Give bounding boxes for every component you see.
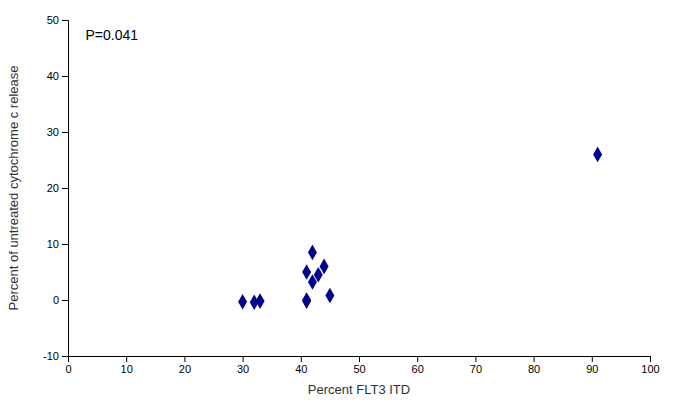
y-axis-tick-label: -10 <box>43 350 59 362</box>
y-axis-tick: -10 <box>43 350 68 362</box>
y-axis-tick: 0 <box>53 294 68 306</box>
point <box>325 288 334 304</box>
x-axis-tick-mark <box>534 356 535 362</box>
x-axis-tick: 0 <box>65 356 71 375</box>
y-axis-tick-label: 20 <box>47 182 59 194</box>
point <box>320 259 329 275</box>
x-axis-tick-label: 10 <box>121 363 133 375</box>
y-axis-tick-label: 10 <box>47 238 59 250</box>
y-axis-tick: 10 <box>47 238 68 250</box>
x-axis-tick: 90 <box>586 356 598 375</box>
x-axis-tick: 10 <box>121 356 133 375</box>
chart: 0 10 20 30 40 50 60 70 80 90 100 -10 0 10 20 30 40 50 Perc… <box>0 0 675 404</box>
point <box>256 293 265 309</box>
plot: 0 10 20 30 40 50 60 70 80 90 100 -10 0 10 20 30 40 50 <box>43 14 660 375</box>
x-axis-tick: 60 <box>412 356 424 375</box>
x-axis-tick-label: 70 <box>470 363 482 375</box>
x-axis-tick-mark <box>592 356 593 362</box>
y-axis-tick: 20 <box>47 182 68 194</box>
x-axis-line <box>69 357 651 363</box>
y-axis-tick: 30 <box>47 126 68 138</box>
y-axis-tick-label: 30 <box>47 126 59 138</box>
x-axis-tick-label: 50 <box>353 363 365 375</box>
x-axis-tick-mark <box>184 356 185 362</box>
y-axis-tick-label: 0 <box>53 294 59 306</box>
x-axis-tick-mark <box>301 356 302 362</box>
y-axis-tick-mark <box>62 20 68 21</box>
x-axis-tick-mark <box>243 356 244 362</box>
x-axis-tick-mark <box>475 356 476 362</box>
point <box>308 245 317 261</box>
x-axis-tick: 30 <box>237 356 249 375</box>
x-axis-tick-mark <box>650 356 651 362</box>
y-axis-tick-mark <box>62 244 68 245</box>
point <box>302 264 311 280</box>
x-axis-title: Percent FLT3 ITD <box>308 382 410 397</box>
y-axis-tick-label: 40 <box>47 70 59 82</box>
y-axis-tick: 40 <box>47 70 68 82</box>
annotation: P=0.041 <box>85 27 138 43</box>
x-axis-tick-label: 100 <box>641 363 659 375</box>
y-axis-tick: 50 <box>47 14 68 26</box>
y-axis-tick-mark <box>62 132 68 133</box>
x-axis-tick: 50 <box>353 356 365 375</box>
y-axis: -10 0 10 20 30 40 50 <box>43 14 68 362</box>
x-axis-tick: 100 <box>641 356 659 375</box>
x-axis-tick-label: 30 <box>237 363 249 375</box>
y-axis-tick-label: 50 <box>47 14 59 26</box>
x-axis-tick: 20 <box>179 356 191 375</box>
x-axis-tick-label: 90 <box>586 363 598 375</box>
y-axis-tick-mark <box>62 300 68 301</box>
y-axis-tick-mark <box>62 76 68 77</box>
x-axis-tick-mark <box>126 356 127 362</box>
x-axis-tick-label: 60 <box>412 363 424 375</box>
points <box>238 147 602 310</box>
x-axis-tick-label: 0 <box>65 363 71 375</box>
x-axis-tick-mark <box>359 356 360 362</box>
y-axis-line <box>62 21 69 357</box>
point <box>593 147 602 163</box>
x-axis-tick-label: 20 <box>179 363 191 375</box>
y-axis-tick-mark <box>62 356 68 357</box>
x-axis-tick-mark <box>417 356 418 362</box>
x-axis-tick-label: 40 <box>295 363 307 375</box>
y-axis-title: Percent of untreated cytochrome c releas… <box>6 66 21 311</box>
x-axis-tick: 70 <box>470 356 482 375</box>
x-axis-tick: 40 <box>295 356 307 375</box>
point <box>302 293 311 309</box>
y-axis-tick-mark <box>62 188 68 189</box>
x-axis: 0 10 20 30 40 50 60 70 80 90 100 <box>65 356 659 375</box>
x-axis-tick-label: 80 <box>528 363 540 375</box>
point <box>238 294 247 310</box>
x-axis-tick: 80 <box>528 356 540 375</box>
